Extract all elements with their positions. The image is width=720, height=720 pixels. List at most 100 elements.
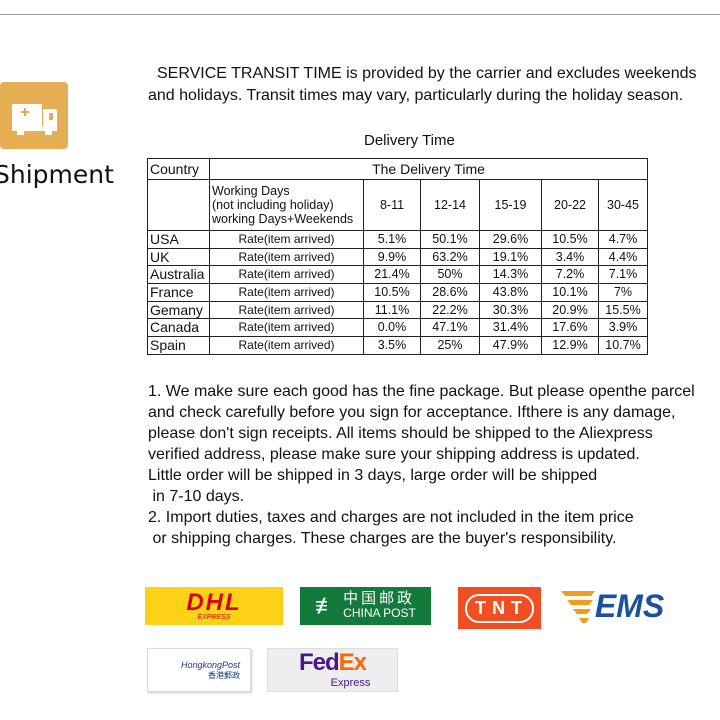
top-divider (0, 14, 720, 15)
rate-label: Rate(item arrived) (209, 300, 364, 320)
rate-value: 4.4% (598, 247, 648, 267)
country-cell: Spain (147, 336, 210, 355)
shipment-heading: Shipment (0, 160, 114, 189)
country-cell: Canada (147, 318, 210, 338)
rate-value: 4.7% (598, 230, 648, 249)
rate-value: 11.1% (363, 300, 421, 320)
note-line: or shipping charges. These charges are t… (148, 530, 617, 547)
intro-line: and holidays. Transit times may vary, pa… (148, 87, 684, 104)
dhl-wordmark: DHL (186, 588, 242, 616)
rate-value: 28.6% (420, 283, 480, 302)
china-post-cn: 中国邮政 (343, 590, 416, 607)
rate-value: 12.9% (541, 336, 599, 355)
rate-value: 50.1% (420, 230, 480, 249)
rate-label: Rate(item arrived) (209, 230, 364, 249)
country-cell: Gemany (147, 300, 210, 320)
country-cell: UK (147, 247, 210, 267)
dhl-sub: EXPRESS (197, 613, 231, 621)
country-cell: Australia (147, 265, 210, 285)
ems-wordmark: EMS (594, 587, 665, 624)
table-row: Australia Rate(item arrived) 21.4% 50% 14.3%… (147, 265, 648, 285)
rate-value: 63.2% (420, 247, 480, 267)
rate-value: 19.1% (479, 247, 542, 267)
ems-wing-icon (560, 591, 595, 623)
hk-post-cn: 香港郵政 (208, 670, 240, 680)
rate-value: 10.5% (363, 283, 421, 302)
rate-value: 3.4% (541, 247, 599, 267)
table-row: Spain Rate(item arrived) 3.5% 25% 47.9% 12.9%… (147, 336, 648, 355)
note-line: 1. We make sure each good has the fine p… (148, 383, 695, 400)
intro-line: SERVICE TRANSIT TIME is provided by the … (157, 65, 697, 82)
delivery-time-table: Country The Delivery Time Working Days (… (147, 158, 648, 355)
country-cell: France (147, 283, 210, 302)
rate-value: 47.9% (479, 336, 542, 355)
column-header: 15-19 (479, 179, 542, 231)
fedex-logo: FedEx Express (267, 648, 398, 692)
rate-value: 0.0% (363, 318, 421, 338)
truck-icon (0, 82, 68, 149)
table-row: Canada Rate(item arrived) 0.0% 47.1% 31.4% 17… (147, 318, 648, 338)
note-line: please don't sign receipts. All items sh… (148, 425, 653, 442)
fedex-ex: Ex (338, 648, 367, 676)
rate-value: 10.1% (541, 283, 599, 302)
group-header: The Delivery Time (209, 158, 648, 180)
column-header: 20-22 (541, 179, 599, 231)
rate-value: 9.9% (363, 247, 421, 267)
note-line: 2. Import duties, taxes and charges are … (148, 509, 634, 526)
ems-logo: EMS (560, 586, 665, 626)
country-cell: USA (147, 230, 210, 249)
rate-value: 47.1% (420, 318, 480, 338)
rate-label: Rate(item arrived) (209, 283, 364, 302)
column-header: 12-14 (420, 179, 480, 231)
fedex-sub: Express (330, 676, 371, 689)
transit-intro: SERVICE TRANSIT TIME is provided by the … (148, 63, 720, 107)
rate-label: Rate(item arrived) (209, 265, 364, 285)
note-line: Little order will be shipped in 3 days, … (148, 467, 598, 484)
rate-value: 7.2% (541, 265, 599, 285)
china-post-emblem-icon: ≢ (315, 593, 338, 618)
rate-value: 3.5% (363, 336, 421, 355)
rate-value: 7% (598, 283, 648, 302)
hongkong-post-logo: HongkongPost 香港郵政 (147, 648, 251, 692)
rate-value: 3.9% (598, 318, 648, 338)
rate-value: 30.3% (479, 300, 542, 320)
country-header: Country (147, 158, 210, 180)
rate-value: 29.6% (479, 230, 542, 249)
rate-value: 5.1% (363, 230, 421, 249)
rate-label: Rate(item arrived) (209, 247, 364, 267)
rate-value: 20.9% (541, 300, 599, 320)
note-line: and check carefully before you sign for … (148, 404, 676, 421)
table-row: France Rate(item arrived) 10.5% 28.6% 43.8% 1… (147, 283, 648, 302)
rate-value: 22.2% (420, 300, 480, 320)
rate-value: 10.7% (598, 336, 648, 355)
china-post-logo: ≢ 中国邮政 CHINA POST (300, 587, 431, 625)
shipping-notes: 1. We make sure each good has the fine p… (148, 381, 720, 549)
rate-value: 15.5% (598, 300, 648, 320)
rate-value: 31.4% (479, 318, 542, 338)
rate-label: Rate(item arrived) (209, 336, 364, 355)
table-caption: Delivery Time (364, 132, 455, 149)
table-row: USA Rate(item arrived) 5.1% 50.1% 29.6% 10.5%… (147, 230, 648, 249)
rate-value: 17.6% (541, 318, 599, 338)
table-row: Gemany Rate(item arrived) 11.1% 22.2% 30.3% 2… (147, 300, 648, 320)
rate-value: 10.5% (541, 230, 599, 249)
hk-post-wordmark: HongkongPost (180, 659, 240, 670)
rate-value: 7.1% (598, 265, 648, 285)
column-header: 8-11 (363, 179, 421, 231)
table-row: UK Rate(item arrived) 9.9% 63.2% 19.1% 3.4% 4.… (147, 247, 648, 267)
tnt-logo: TNT (458, 587, 541, 629)
rate-value: 50% (420, 265, 480, 285)
column-header: 30-45 (598, 179, 648, 231)
note-line: in 7-10 days. (148, 488, 245, 505)
rate-label: Rate(item arrived) (209, 318, 364, 338)
rate-value: 21.4% (363, 265, 421, 285)
note-line: verified address, please make sure your … (148, 446, 640, 463)
rate-value: 25% (420, 336, 480, 355)
row-header: Working Days (not including holiday) wor… (209, 179, 364, 231)
china-post-en: CHINA POST (343, 606, 416, 620)
fedex-fed: Fed (298, 648, 340, 676)
rate-value: 14.3% (479, 265, 542, 285)
rate-value: 43.8% (479, 283, 542, 302)
tnt-wordmark: TNT (465, 593, 534, 623)
dhl-logo: DHL EXPRESS (145, 587, 283, 625)
